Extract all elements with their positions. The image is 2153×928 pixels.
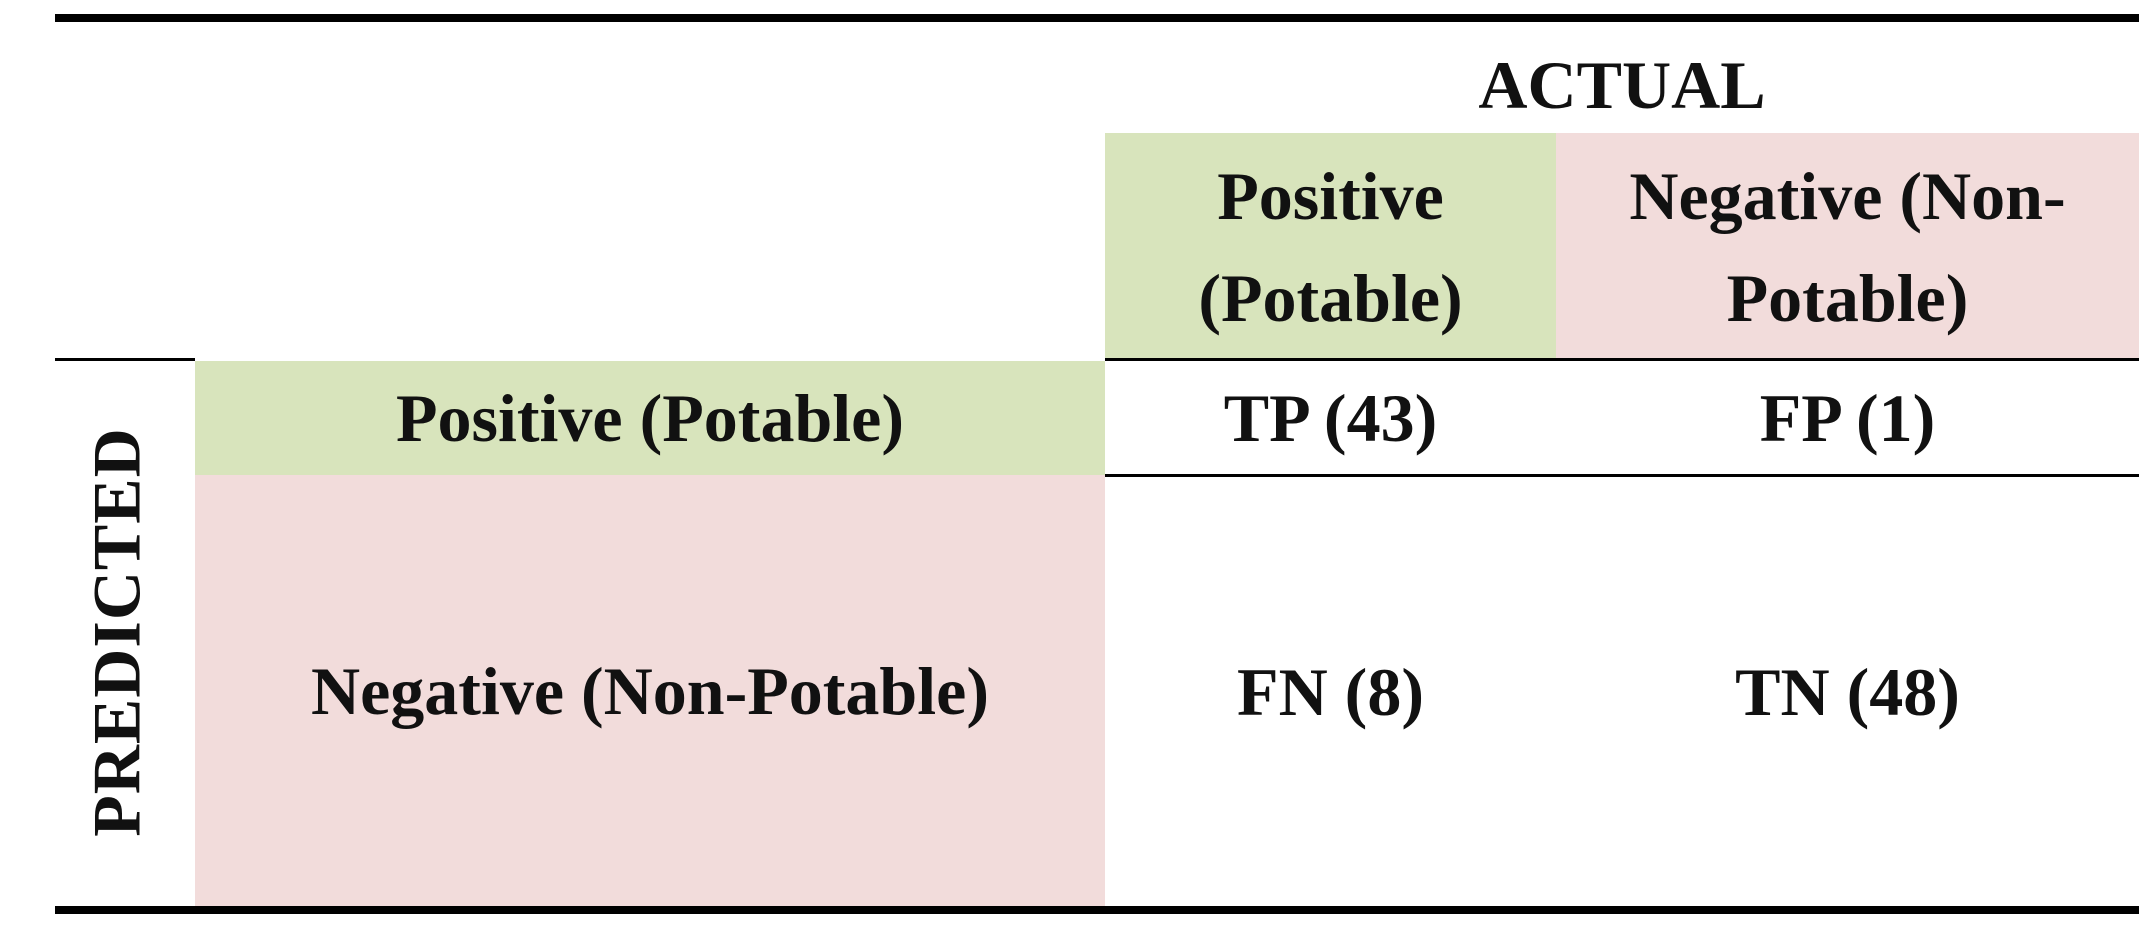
row-header: Negative (Non-Potable): [195, 475, 1105, 906]
top-rule: [55, 14, 2139, 22]
rule: [1105, 474, 2139, 477]
rule: [55, 358, 195, 361]
cell: FN (8): [1237, 653, 1424, 730]
column-header: Negative (Non-Potable): [1556, 133, 2139, 360]
cell: FP (1): [1759, 380, 1936, 456]
row-group-title: PREDICTED: [78, 427, 155, 837]
bottom-rule: [55, 906, 2139, 914]
column-header: Positive (Potable): [1105, 133, 1556, 360]
cell: TN (48): [1735, 653, 1960, 730]
rule: [1105, 358, 2139, 361]
column-group-title: ACTUAL: [1478, 47, 1766, 123]
cell: TP (43): [1223, 380, 1438, 456]
row-header: Positive (Potable): [195, 361, 1105, 475]
